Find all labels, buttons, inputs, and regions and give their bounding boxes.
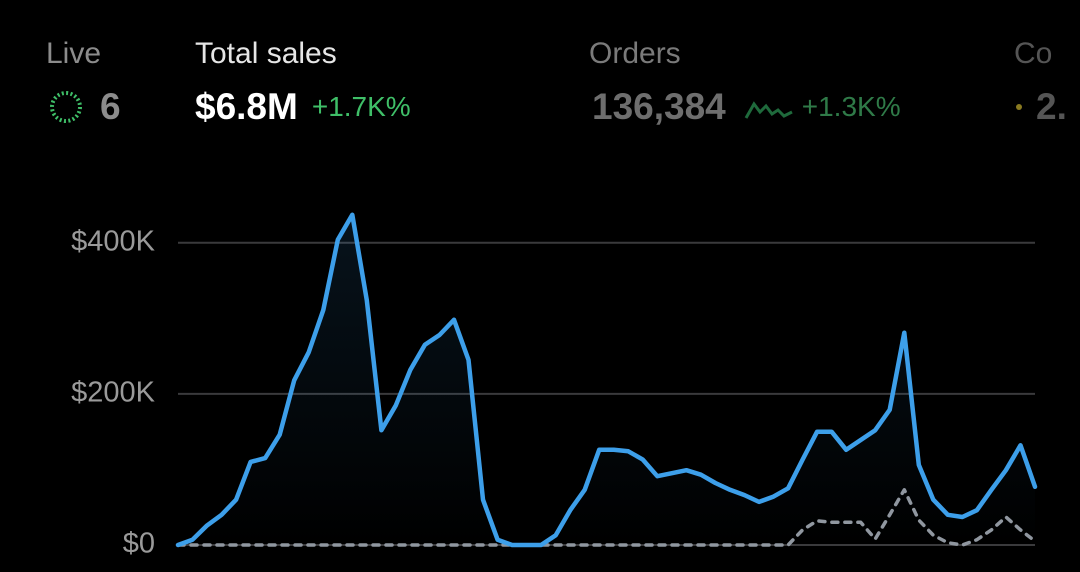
metric-orders: Orders 136,384 +1.3K% (589, 36, 901, 128)
series-line (175, 212, 1038, 548)
series-line (176, 488, 1037, 547)
metric-label: Total sales (195, 37, 337, 70)
metric-value: 2. (1036, 86, 1067, 127)
dot-icon (1016, 104, 1022, 110)
metric-value: 6 (100, 86, 121, 127)
metric-live: Live 6 (46, 36, 121, 128)
metric-value: 136,384 (592, 86, 726, 127)
area-fill (178, 214, 1035, 546)
metric-label: Orders (589, 37, 681, 70)
y-tick-label: $400K (71, 225, 156, 257)
metric-cut: Co 2. (1014, 36, 1067, 128)
metric-change: +1.7K% (311, 91, 411, 122)
metric-value: $6.8M (195, 86, 298, 127)
sparkline-icon (744, 101, 793, 119)
metric-sales: Total sales $6.8M +1.7K% (195, 36, 411, 128)
y-tick-label: $0 (123, 528, 155, 560)
metric-change: +1.3K% (801, 91, 901, 122)
metric-label: Live (46, 37, 102, 70)
y-tick-label: $200K (71, 377, 156, 409)
metric-label: Co (1014, 37, 1053, 70)
live-icon (50, 91, 82, 123)
